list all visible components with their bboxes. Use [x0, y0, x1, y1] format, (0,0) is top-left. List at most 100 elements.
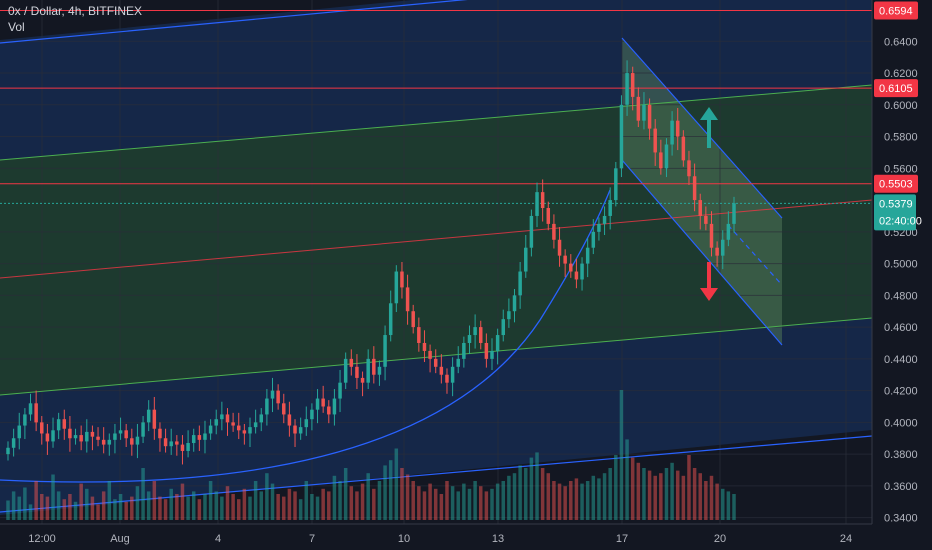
candle-body	[40, 422, 44, 434]
candle-body	[56, 419, 61, 431]
volume-bar	[462, 483, 466, 520]
volume-bar	[574, 478, 579, 520]
candle-body	[248, 427, 252, 434]
candle-body	[715, 247, 719, 256]
volume-bar	[45, 496, 50, 520]
level-price-tag	[874, 79, 918, 98]
candle-body	[394, 271, 399, 304]
descending-channel-fill	[622, 38, 782, 345]
volume-bar	[405, 474, 410, 520]
volume-bar	[563, 486, 567, 520]
volume-bar	[473, 481, 477, 520]
volume-bar	[51, 474, 55, 520]
candle-body	[619, 104, 624, 169]
volume-bar	[130, 496, 134, 520]
volume-bar	[422, 491, 427, 520]
candle-body	[439, 366, 444, 375]
candle-body	[146, 409, 151, 423]
volume-bar	[692, 468, 697, 520]
current-price-tag	[874, 194, 916, 231]
volume-bar	[507, 475, 511, 520]
candle-body	[197, 435, 202, 440]
volume-bar	[647, 470, 652, 520]
candle-body	[495, 335, 500, 351]
candle-body	[450, 366, 455, 383]
volume-bar	[411, 481, 415, 520]
candle-body	[321, 398, 325, 407]
candle-body	[422, 342, 427, 351]
x-tick-label: Aug	[110, 533, 130, 545]
volume-bar	[456, 491, 460, 520]
volume-bar	[293, 491, 297, 520]
candle-body	[501, 319, 506, 336]
candle-body	[220, 414, 224, 420]
volume-bar	[146, 491, 151, 520]
x-tick-label: 24	[840, 533, 852, 545]
volume-bar	[107, 481, 112, 520]
candle-body	[647, 104, 652, 129]
candle-body	[366, 358, 370, 383]
candle-body	[569, 263, 573, 272]
volume-bar	[642, 468, 646, 520]
volume-bar	[11, 491, 16, 520]
candle-body	[687, 160, 691, 177]
volume-bar	[253, 481, 258, 520]
volume-bar	[203, 494, 207, 520]
volume-bar	[68, 494, 72, 520]
volume-bar	[17, 496, 22, 520]
level-price-tag	[874, 1, 918, 20]
candle-body	[186, 443, 190, 451]
candle-body	[225, 414, 230, 423]
volume-bar	[282, 496, 286, 520]
green-channel-upper-line	[0, 84, 873, 161]
volume-bar	[276, 494, 280, 520]
current-price-label: 0.5379	[879, 198, 913, 210]
x-tick-label: 4	[215, 533, 221, 545]
candle-body	[546, 208, 551, 224]
descending-channel-upper-line	[621, 37, 783, 219]
candle-body	[45, 433, 50, 442]
volume-bar	[512, 473, 517, 520]
volume-bar	[298, 499, 303, 520]
candle-body	[231, 422, 235, 426]
volume-bar	[208, 481, 213, 520]
candle-body	[17, 425, 22, 439]
volume-bar	[248, 496, 252, 520]
candle-body	[360, 377, 365, 383]
y-tick-label: 0.5000	[884, 259, 918, 271]
candle-body	[349, 358, 354, 367]
candle-body	[478, 327, 483, 343]
x-tick-label: 20	[714, 533, 726, 545]
candle-body	[107, 439, 112, 445]
candle-body	[304, 419, 309, 428]
candle-body	[698, 200, 702, 216]
volume-bar	[265, 473, 269, 520]
volume-bar	[557, 483, 562, 520]
candle-body	[372, 358, 376, 375]
y-tick-label: 0.3600	[884, 481, 918, 493]
volume-bar	[484, 491, 489, 520]
candle-body	[535, 192, 539, 216]
candle-body	[467, 335, 472, 343]
volume-bar	[732, 494, 736, 520]
volume-bar	[709, 475, 714, 520]
y-tick-label: 0.4000	[884, 417, 918, 429]
volume-bar	[175, 494, 179, 520]
volume-bar	[585, 481, 590, 520]
candle-body	[597, 223, 601, 232]
candle-body	[552, 223, 556, 240]
candle-body	[253, 422, 258, 428]
volume-bar	[636, 462, 641, 520]
candle-body	[507, 311, 511, 320]
level-price-tag-label: 0.6105	[879, 83, 913, 95]
candle-body	[242, 430, 247, 434]
volume-bar	[6, 500, 10, 520]
volume-bar	[467, 488, 472, 520]
volume-bar	[191, 491, 196, 520]
candle-body	[34, 403, 38, 423]
candle-body	[642, 104, 646, 121]
volume-bar	[135, 486, 140, 520]
level-price-tag	[874, 174, 918, 193]
candle-body	[405, 287, 410, 312]
